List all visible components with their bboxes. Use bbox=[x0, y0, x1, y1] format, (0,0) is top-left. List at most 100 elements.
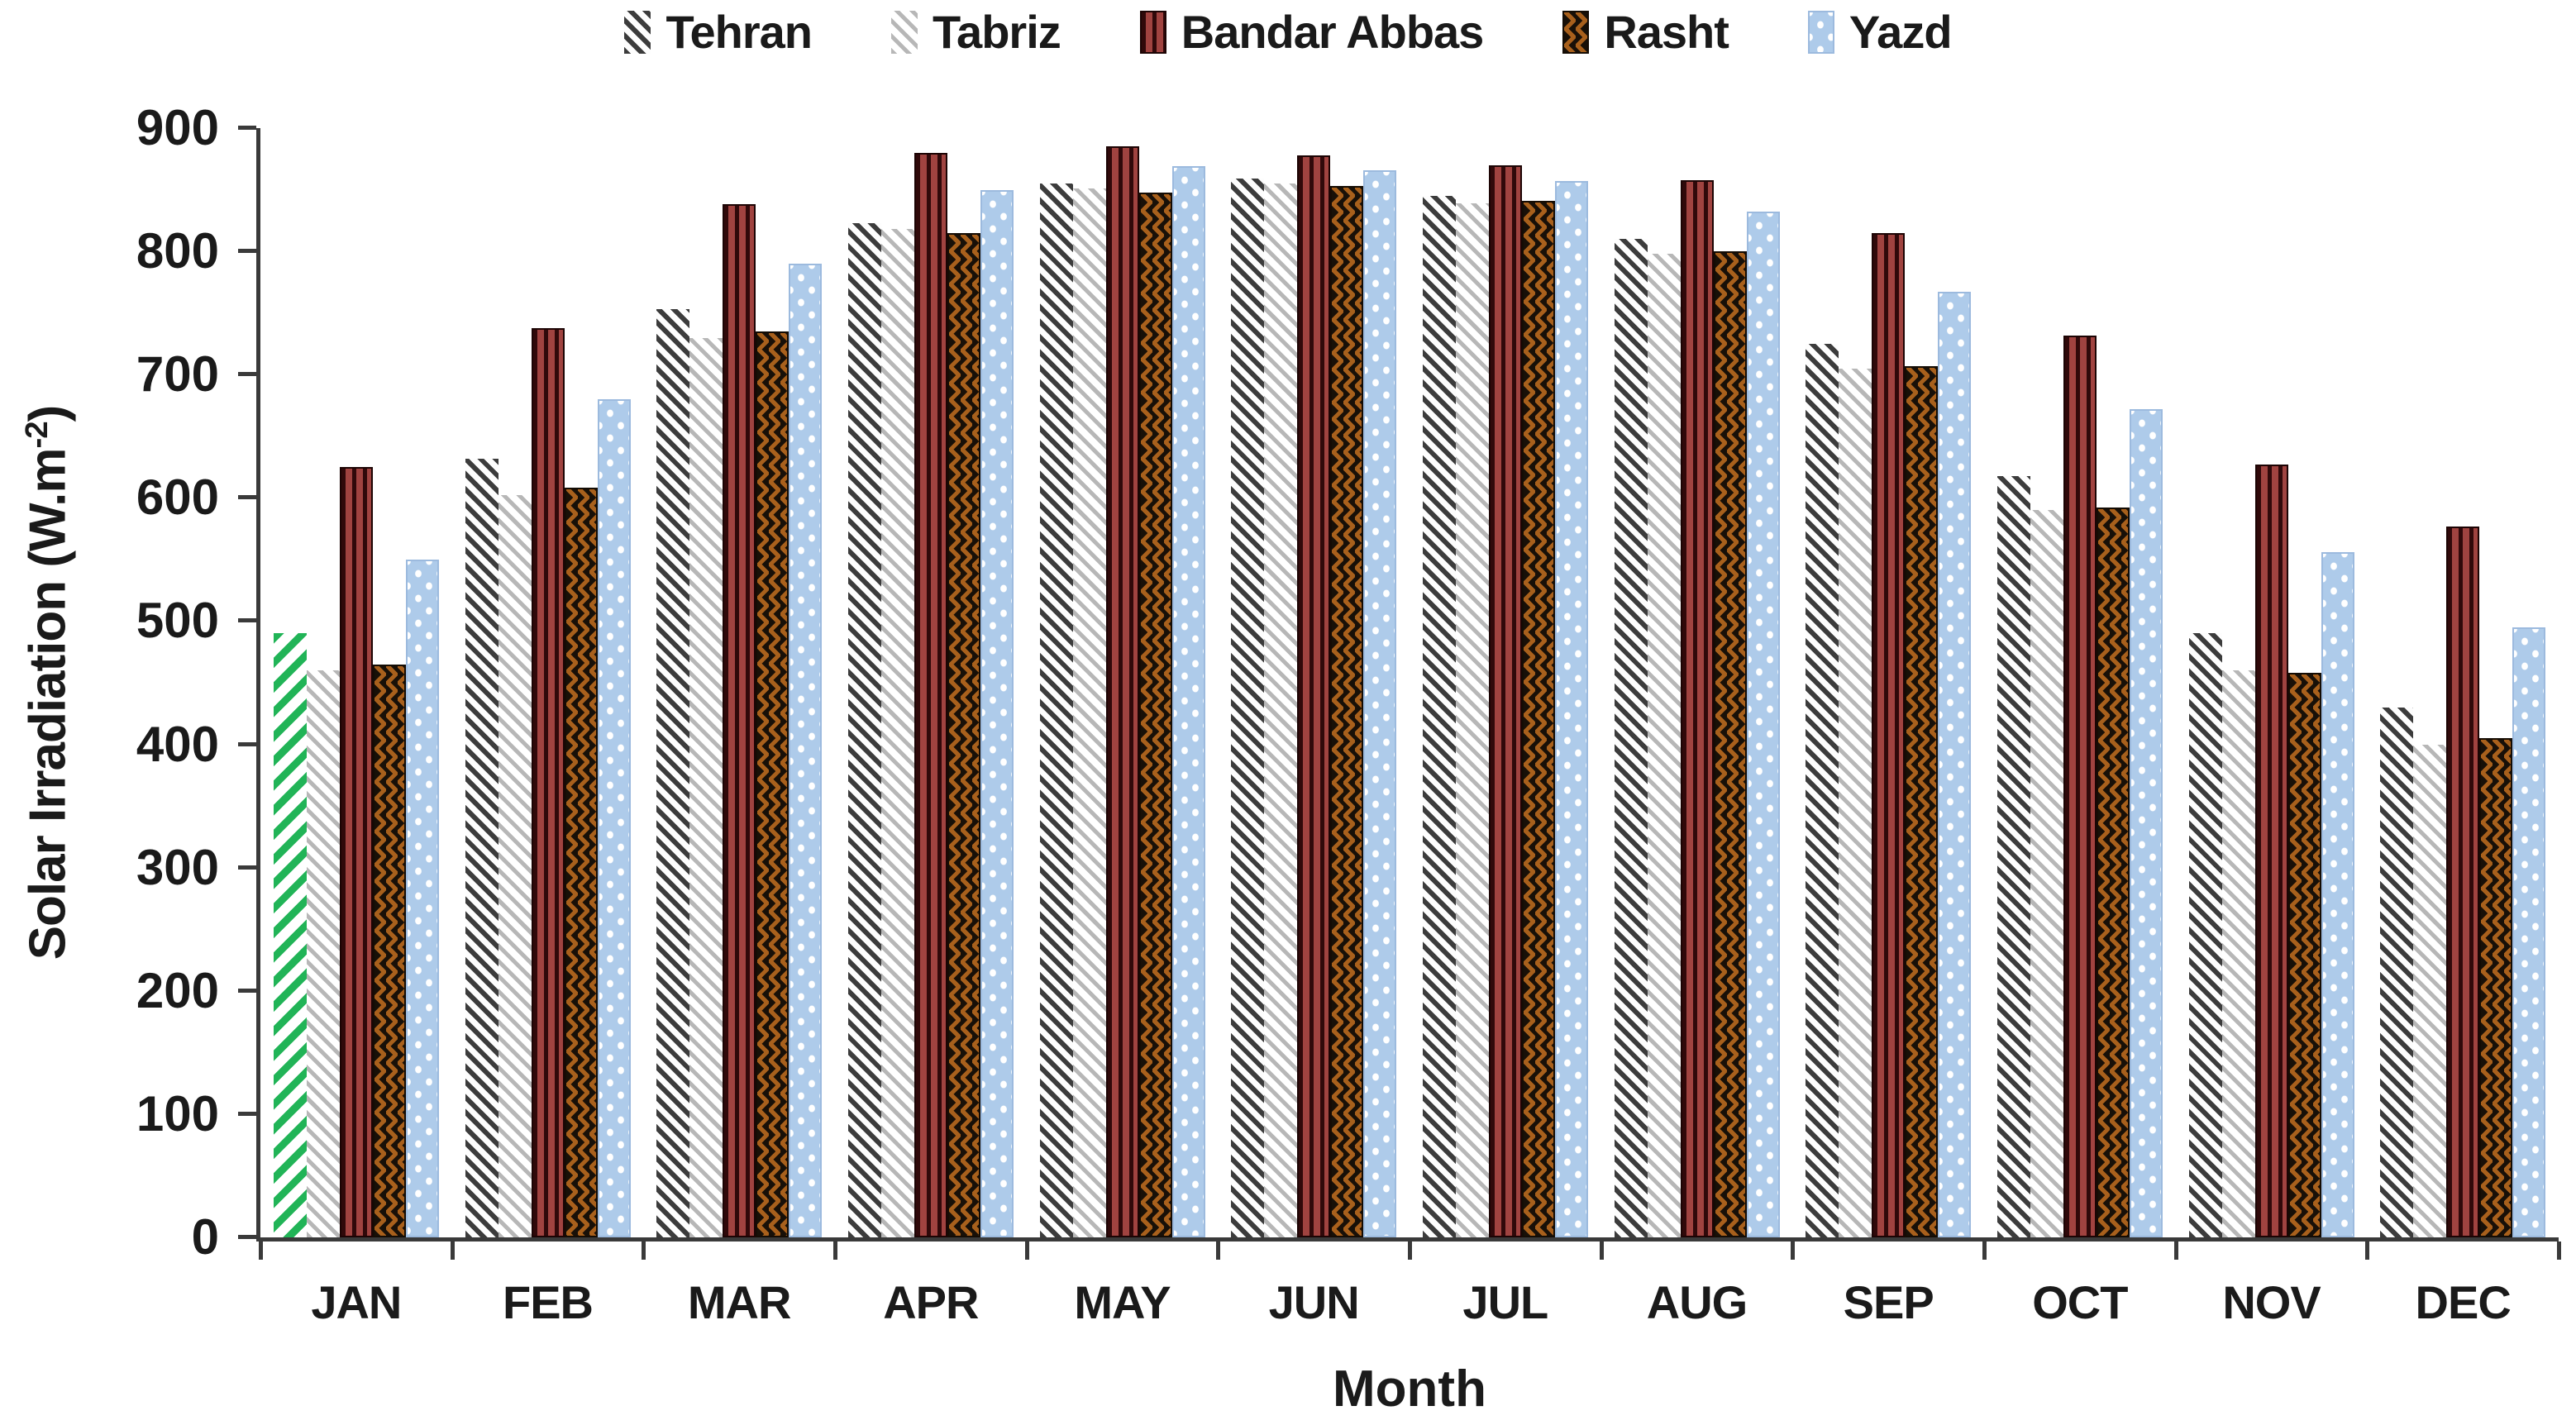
bar-yazd-nov bbox=[2321, 551, 2354, 1237]
bar-group-oct bbox=[1984, 128, 2176, 1237]
y-axis-label-900: 900 bbox=[136, 100, 219, 155]
bar-group-may bbox=[1027, 128, 1219, 1237]
tehran-swatch-icon bbox=[624, 10, 651, 54]
x-axis-label-jul: JUL bbox=[1462, 1276, 1548, 1328]
y-axis-label-200: 200 bbox=[136, 962, 219, 1018]
y-axis-tick-300 bbox=[238, 865, 256, 870]
bar-yazd-aug bbox=[1746, 212, 1780, 1237]
bar-group-jan bbox=[260, 128, 452, 1237]
bar-tehran-oct bbox=[1996, 475, 2030, 1237]
bar-bandar-abbas-aug bbox=[1680, 179, 1714, 1237]
bar-yazd-jul bbox=[1554, 181, 1588, 1237]
bar-rasht-sep bbox=[1905, 365, 1939, 1237]
bar-tehran-dec bbox=[2380, 707, 2414, 1237]
bar-bandar-abbas-dec bbox=[2446, 526, 2480, 1237]
bar-tabriz-feb bbox=[498, 495, 532, 1237]
bar-group-dec bbox=[2367, 128, 2559, 1237]
x-axis-tick-11 bbox=[2365, 1242, 2370, 1260]
legend-item-tabriz: Tabriz bbox=[891, 5, 1061, 59]
bar-tehran-feb bbox=[465, 458, 499, 1237]
bar-yazd-dec bbox=[2512, 627, 2546, 1237]
y-axis-label-500: 500 bbox=[136, 593, 219, 649]
plot-area: Month 0 100 200 300 400 500 600 700 800 900 JAN FEB… bbox=[136, 103, 2561, 1418]
bar-bandar-abbas-apr bbox=[914, 152, 947, 1237]
x-axis-label-dec: DEC bbox=[2415, 1276, 2512, 1328]
bar-bandar-abbas-feb bbox=[531, 327, 565, 1237]
bar-yazd-jan bbox=[405, 559, 439, 1237]
x-axis-label-apr: APR bbox=[883, 1276, 979, 1328]
x-axis-label-sep: SEP bbox=[1843, 1276, 1934, 1328]
x-axis-label-jun: JUN bbox=[1268, 1276, 1360, 1328]
bar-tehran-aug bbox=[1614, 239, 1648, 1237]
bars-container bbox=[260, 128, 2559, 1237]
y-axis-tick-500 bbox=[238, 618, 256, 623]
x-axis-tick-2 bbox=[642, 1242, 646, 1260]
y-axis-label-400: 400 bbox=[136, 716, 219, 772]
legend-label-tehran: Tehran bbox=[665, 6, 813, 58]
bar-yazd-feb bbox=[597, 399, 631, 1237]
bar-tehran-jun bbox=[1231, 179, 1265, 1237]
y-axis-label-800: 800 bbox=[136, 223, 219, 279]
legend-item-tehran: Tehran bbox=[624, 5, 813, 59]
bar-yazd-sep bbox=[1938, 292, 1972, 1237]
x-axis-tick-10 bbox=[2173, 1242, 2178, 1260]
bar-rasht-feb bbox=[564, 488, 598, 1237]
bar-rasht-oct bbox=[2096, 508, 2130, 1237]
yazd-swatch-icon bbox=[1807, 10, 1834, 54]
bar-tabriz-oct bbox=[2030, 510, 2063, 1237]
x-axis-tick-7 bbox=[1599, 1242, 1604, 1260]
bar-yazd-may bbox=[1171, 166, 1205, 1237]
y-axis-label-0: 0 bbox=[191, 1209, 219, 1265]
legend-label-bandar-abbas: Bandar Abbas bbox=[1181, 6, 1485, 58]
y-axis-label-300: 300 bbox=[136, 839, 219, 895]
bar-bandar-abbas-mar bbox=[723, 204, 756, 1237]
x-axis-label-may: MAY bbox=[1074, 1276, 1171, 1328]
bar-group-aug bbox=[1601, 128, 1793, 1237]
bar-tabriz-apr bbox=[880, 229, 914, 1237]
bar-bandar-abbas-jun bbox=[1297, 155, 1331, 1237]
bar-group-jun bbox=[1218, 128, 1410, 1237]
x-axis-label-jan: JAN bbox=[311, 1276, 402, 1328]
x-axis-title: Month bbox=[1333, 1361, 1486, 1418]
x-axis-tick-8 bbox=[1791, 1242, 1796, 1260]
bar-group-apr bbox=[835, 128, 1027, 1237]
x-axis-tick-6 bbox=[1408, 1242, 1412, 1260]
bar-tabriz-jun bbox=[1264, 183, 1298, 1237]
bar-tehran-may bbox=[1039, 183, 1073, 1237]
bar-tehran-apr bbox=[847, 222, 881, 1237]
y-axis-tick-400 bbox=[238, 741, 256, 746]
x-axis-tick-4 bbox=[1024, 1242, 1029, 1260]
y-axis-tick-200 bbox=[238, 988, 256, 993]
bar-tabriz-jul bbox=[1455, 203, 1489, 1237]
bar-rasht-nov bbox=[2287, 673, 2321, 1237]
legend-item-bandar-abbas: Bandar Abbas bbox=[1139, 5, 1485, 59]
bar-tehran-mar bbox=[656, 309, 690, 1237]
bar-group-nov bbox=[2176, 128, 2368, 1237]
y-axis-label-100: 100 bbox=[136, 1085, 219, 1141]
y-axis-tick-700 bbox=[238, 372, 256, 377]
bar-tehran-nov bbox=[2188, 633, 2222, 1237]
legend-label-tabriz: Tabriz bbox=[933, 6, 1061, 58]
bar-tabriz-nov bbox=[2221, 670, 2255, 1237]
bar-tabriz-jan bbox=[306, 670, 340, 1237]
y-axis-tick-0 bbox=[238, 1235, 256, 1239]
bar-tabriz-sep bbox=[1839, 368, 1872, 1237]
bandar-abbas-swatch-icon bbox=[1139, 10, 1166, 54]
x-axis-tick-12 bbox=[2557, 1242, 2561, 1260]
bar-tabriz-mar bbox=[689, 337, 723, 1237]
bar-bandar-abbas-sep bbox=[1872, 232, 1906, 1237]
y-axis-title-superscript: -2 bbox=[18, 422, 55, 449]
x-axis-tick-1 bbox=[450, 1242, 455, 1260]
bar-rasht-jan bbox=[372, 664, 406, 1237]
bar-rasht-jul bbox=[1521, 200, 1555, 1237]
bar-tehran-sep bbox=[1806, 343, 1839, 1237]
x-axis-label-aug: AUG bbox=[1646, 1276, 1748, 1328]
bar-rasht-may bbox=[1138, 192, 1172, 1237]
x-axis-tick-5 bbox=[1216, 1242, 1221, 1260]
bar-yazd-oct bbox=[2129, 408, 2163, 1237]
x-axis-tick-9 bbox=[1982, 1242, 1987, 1260]
bar-bandar-abbas-nov bbox=[2254, 465, 2288, 1237]
bar-tehran-jul bbox=[1422, 196, 1456, 1237]
legend: Tehran Tabriz Bandar Abbas Rasht Yazd bbox=[0, 5, 2576, 59]
